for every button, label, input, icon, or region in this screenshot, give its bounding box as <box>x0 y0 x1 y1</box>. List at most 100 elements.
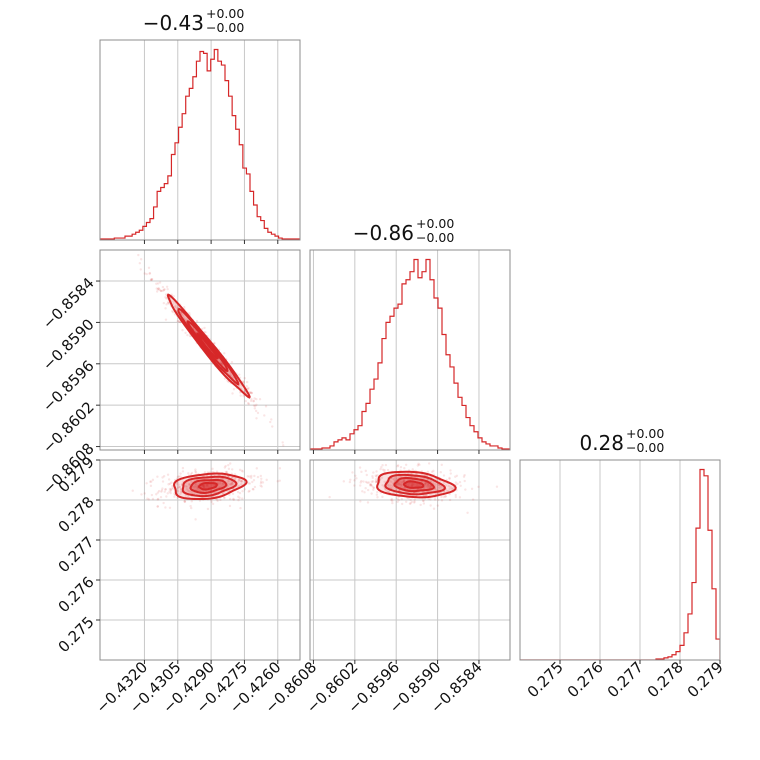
scatter-point <box>164 296 167 299</box>
scatter-point <box>243 377 246 380</box>
scatter-point <box>398 483 401 486</box>
scatter-point <box>423 482 427 486</box>
scatter-point <box>399 475 403 478</box>
scatter-point <box>348 480 352 484</box>
scatter-point <box>243 488 247 491</box>
scatter-point <box>203 326 206 330</box>
scatter-point <box>163 490 166 493</box>
scatter-point <box>375 481 378 484</box>
scatter-point <box>206 483 209 487</box>
scatter-point <box>428 485 431 488</box>
scatter-point <box>230 481 233 484</box>
scatter-point <box>194 518 197 521</box>
scatter-point <box>372 471 375 474</box>
scatter-point <box>216 499 219 502</box>
title-minus: −0.00 <box>206 20 244 35</box>
scatter-point <box>179 490 183 493</box>
scatter-point <box>190 471 194 475</box>
scatter-point <box>371 476 374 480</box>
panel-frame <box>99 249 301 451</box>
scatter-point <box>181 466 185 470</box>
scatter-point <box>205 484 209 488</box>
scatter-point <box>429 484 432 488</box>
scatter-point <box>184 331 187 335</box>
scatter-point <box>155 287 158 290</box>
scatter-point <box>427 497 430 501</box>
scatter-point <box>196 486 199 490</box>
scatter-point <box>201 484 204 488</box>
scatter-point <box>185 318 188 321</box>
scatter-point <box>429 504 432 507</box>
scatter-point <box>413 482 416 486</box>
scatter-point <box>143 272 146 275</box>
scatter-point <box>167 300 170 304</box>
scatter-point <box>206 485 209 488</box>
scatter-point <box>181 328 184 332</box>
scatter-point <box>425 494 428 497</box>
scatter-point <box>238 468 242 472</box>
scatter-point <box>392 478 396 481</box>
scatter-point <box>145 272 148 276</box>
scatter-point <box>179 311 183 314</box>
scatter-point <box>179 472 182 475</box>
scatter-point <box>396 464 400 467</box>
scatter-point <box>205 483 209 487</box>
scatter-point <box>213 341 216 345</box>
scatter-panel-0-2 <box>96 459 301 664</box>
scatter-point <box>187 472 190 475</box>
histogram-panel-1 <box>309 249 511 454</box>
scatter-point <box>231 392 234 395</box>
scatter-point <box>240 469 244 472</box>
scatter-point <box>205 485 208 488</box>
scatter-point <box>462 475 466 478</box>
scatter-point <box>439 471 442 474</box>
scatter-point <box>222 496 226 499</box>
scatter-point <box>228 493 231 496</box>
scatter-inner <box>100 250 300 450</box>
scatter-point <box>376 490 379 494</box>
scatter-point <box>396 500 399 504</box>
scatter-point <box>156 491 160 494</box>
scatter-point <box>448 492 451 496</box>
scatter-point <box>455 474 459 477</box>
scatter-point <box>176 489 180 493</box>
title-value: −0.86 <box>353 221 414 245</box>
scatter-point <box>415 491 419 494</box>
scatter-point <box>419 503 422 507</box>
scatter-point <box>360 479 363 483</box>
scatter-point <box>438 486 441 489</box>
scatter-point <box>248 391 252 394</box>
scatter-point <box>466 511 469 514</box>
scatter-point <box>425 493 428 497</box>
scatter-point <box>215 470 219 473</box>
scatter-point <box>381 484 384 487</box>
scatter-point <box>425 484 428 487</box>
title-plus: +0.00 <box>626 426 664 441</box>
scatter-point <box>375 470 378 473</box>
scatter-point <box>409 502 412 505</box>
scatter-point <box>148 272 151 275</box>
scatter-point <box>246 387 250 391</box>
scatter-point <box>359 484 362 487</box>
scatter-point <box>359 481 362 484</box>
scatter-point <box>177 320 181 323</box>
scatter-point <box>253 474 256 478</box>
scatter-point <box>237 499 240 502</box>
scatter-point <box>195 320 199 323</box>
scatter-point <box>463 479 466 483</box>
scatter-point <box>247 402 250 406</box>
scatter-point <box>400 483 404 487</box>
scatter-point <box>157 489 161 493</box>
title-minus: −0.00 <box>416 230 454 245</box>
scatter-point <box>281 441 284 444</box>
histogram-steps-0 <box>100 48 300 240</box>
scatter-point <box>250 474 253 478</box>
scatter-point <box>188 334 192 338</box>
scatter-point <box>188 490 191 493</box>
scatter-point <box>400 502 404 506</box>
scatter-point <box>232 498 235 501</box>
scatter-point <box>183 499 187 503</box>
scatter-point <box>230 374 233 377</box>
scatter-point <box>384 463 388 467</box>
